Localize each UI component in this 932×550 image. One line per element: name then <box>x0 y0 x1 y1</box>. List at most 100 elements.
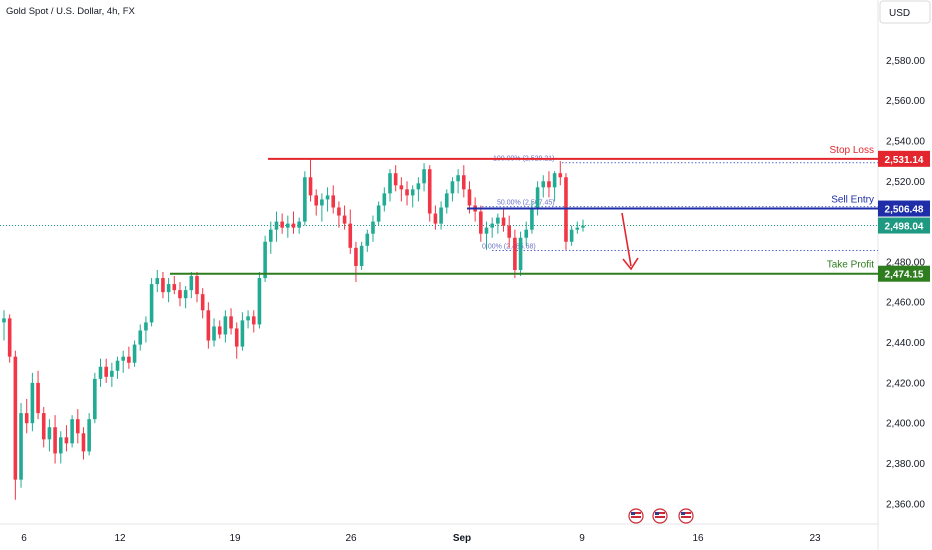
candle-body <box>479 211 483 234</box>
candle-body <box>217 326 222 335</box>
candle-body <box>541 181 546 188</box>
current-price-tag <box>878 217 930 234</box>
candle-body <box>41 413 46 440</box>
candle-body <box>331 195 336 208</box>
fib-level-label: 50.00% (2,507.45) <box>497 200 555 207</box>
candle-body <box>115 360 120 371</box>
candle-body <box>189 276 194 291</box>
candle-body <box>291 223 296 228</box>
candle-body <box>70 419 74 444</box>
candle-body <box>53 427 57 454</box>
candle-body <box>206 310 211 341</box>
candle-body <box>530 207 534 230</box>
candle-body <box>518 237 523 270</box>
us-flag-event-icon[interactable] <box>678 508 694 524</box>
stop-loss-price-value: 2,531.14 <box>885 155 924 166</box>
candle-body <box>314 195 319 206</box>
candle-body <box>581 225 585 228</box>
candle-body <box>58 437 63 454</box>
price-axis[interactable]: 2,360.00 2,380.00 2,400.00 2,420.00 2,440.00… <box>886 56 925 511</box>
candle-body <box>308 177 313 196</box>
candle-body <box>575 227 580 230</box>
candle-body <box>87 419 91 452</box>
candle-body <box>382 193 387 206</box>
candle-body <box>183 290 188 299</box>
time-tick-label: 9 <box>579 533 585 544</box>
candle-body <box>433 213 438 224</box>
candle-body <box>81 433 86 452</box>
candle-body <box>64 437 69 444</box>
us-flag-event-icon[interactable] <box>628 508 644 524</box>
flag-canton <box>655 512 659 515</box>
candle-body <box>558 173 563 178</box>
candle-body <box>13 356 18 480</box>
candle-body <box>456 175 460 182</box>
price-tick-label: 2,440.00 <box>886 338 925 349</box>
candle-body <box>166 284 171 293</box>
trade-annotations: Stop Loss 2,531.14 Sell Entry 2,506.48 Take … <box>170 145 930 282</box>
candle-body <box>422 169 426 184</box>
candle-body <box>569 229 574 242</box>
candle-body <box>7 318 12 357</box>
candle-body <box>297 221 301 228</box>
candle-body <box>240 320 245 347</box>
candle-body <box>427 169 432 214</box>
take-profit-price-tag <box>878 265 930 282</box>
candle-body <box>172 284 177 291</box>
stop-loss-price-tag <box>878 150 930 167</box>
candle-body <box>24 413 29 424</box>
price-tick-label: 2,400.00 <box>886 419 925 430</box>
candle-body <box>371 221 375 234</box>
time-axis[interactable]: 6 12 19 26 Sep 9 16 23 <box>21 533 821 544</box>
candle-body <box>251 316 256 325</box>
down-arrow-head-icon <box>622 257 639 271</box>
candle-body <box>354 247 358 266</box>
candle-body <box>155 278 160 285</box>
candle-body <box>2 318 6 323</box>
candle-body <box>195 276 199 295</box>
take-profit-price-value: 2,474.15 <box>885 270 924 281</box>
sell-entry-label: Sell Entry <box>831 195 874 206</box>
candle-body <box>229 316 233 329</box>
us-flag-event-icon[interactable] <box>652 508 668 524</box>
candle-body <box>496 217 500 224</box>
economic-events[interactable] <box>628 508 694 524</box>
candle-body <box>280 221 284 228</box>
flag-stripe <box>655 516 665 518</box>
candle-body <box>127 356 131 363</box>
candle-body <box>325 195 330 200</box>
price-tick-label: 2,480.00 <box>886 257 925 268</box>
candle-body <box>263 241 267 279</box>
candle-body <box>467 189 472 206</box>
candle-body <box>490 223 494 228</box>
time-tick-label: 16 <box>692 533 704 544</box>
candle-body <box>507 225 512 238</box>
flag-stripe <box>631 512 641 514</box>
candle-body <box>416 183 421 190</box>
candle-body <box>342 215 347 224</box>
currency-label: USD <box>889 8 910 19</box>
candle-body <box>365 233 370 246</box>
candle-body <box>132 344 137 363</box>
time-tick-label: 19 <box>229 533 241 544</box>
candle-body <box>178 290 182 299</box>
candle-body <box>450 181 455 194</box>
time-tick-label: 12 <box>114 533 126 544</box>
price-tick-label: 2,540.00 <box>886 136 925 147</box>
candle-body <box>286 223 290 228</box>
candle-body <box>547 181 551 188</box>
candle-body <box>138 330 143 345</box>
candle-body <box>223 316 228 335</box>
currency-badge[interactable] <box>879 0 931 24</box>
candle-body <box>144 322 148 331</box>
price-tick-label: 2,460.00 <box>886 298 925 309</box>
candle-body <box>200 294 205 311</box>
candle-body <box>348 223 353 248</box>
candle-body <box>36 382 40 414</box>
time-tick-label: 6 <box>21 533 27 544</box>
candle-body <box>246 316 250 321</box>
candle-body <box>484 227 489 234</box>
plot-background <box>0 0 878 524</box>
candle-body <box>501 217 506 226</box>
